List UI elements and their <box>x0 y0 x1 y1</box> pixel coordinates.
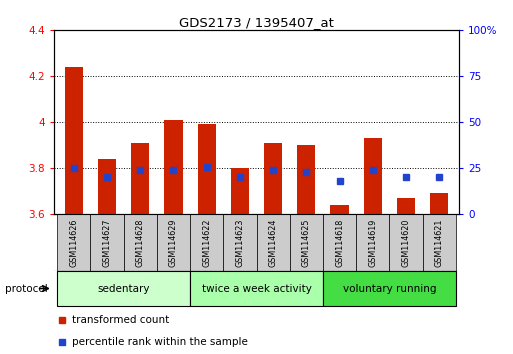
Bar <box>124 214 157 271</box>
Bar <box>198 124 216 214</box>
Bar <box>90 214 124 271</box>
Text: GSM114628: GSM114628 <box>136 218 145 267</box>
Text: GSM114627: GSM114627 <box>103 218 111 267</box>
Bar <box>256 214 290 271</box>
Title: GDS2173 / 1395407_at: GDS2173 / 1395407_at <box>179 16 334 29</box>
Text: GSM114626: GSM114626 <box>69 218 78 267</box>
Bar <box>231 168 249 214</box>
Bar <box>157 214 190 271</box>
Text: GSM114624: GSM114624 <box>269 218 278 267</box>
Text: GSM114622: GSM114622 <box>202 218 211 267</box>
Bar <box>323 214 356 271</box>
Text: GSM114621: GSM114621 <box>435 218 444 267</box>
Text: GSM114619: GSM114619 <box>368 218 377 267</box>
Bar <box>164 120 183 214</box>
Bar <box>223 214 256 271</box>
Bar <box>290 214 323 271</box>
Bar <box>131 143 149 214</box>
Bar <box>190 214 223 271</box>
Text: twice a week activity: twice a week activity <box>202 284 311 293</box>
Bar <box>57 271 190 306</box>
Text: GSM114629: GSM114629 <box>169 218 178 267</box>
Bar <box>297 145 315 214</box>
Text: voluntary running: voluntary running <box>343 284 436 293</box>
Bar <box>430 193 448 214</box>
Text: GSM114620: GSM114620 <box>402 218 410 267</box>
Text: percentile rank within the sample: percentile rank within the sample <box>72 337 248 347</box>
Bar <box>356 214 389 271</box>
Bar <box>397 198 415 214</box>
Text: sedentary: sedentary <box>97 284 150 293</box>
Bar <box>65 67 83 214</box>
Bar <box>190 271 323 306</box>
Bar <box>57 214 90 271</box>
Text: GSM114623: GSM114623 <box>235 218 244 267</box>
Bar <box>323 271 456 306</box>
Bar <box>364 138 382 214</box>
Bar <box>264 143 282 214</box>
Bar <box>98 159 116 214</box>
Text: protocol: protocol <box>5 284 48 293</box>
Bar <box>330 205 349 214</box>
Text: GSM114625: GSM114625 <box>302 218 311 267</box>
Bar <box>423 214 456 271</box>
Text: GSM114618: GSM114618 <box>335 218 344 267</box>
Text: transformed count: transformed count <box>72 315 169 325</box>
Bar <box>389 214 423 271</box>
